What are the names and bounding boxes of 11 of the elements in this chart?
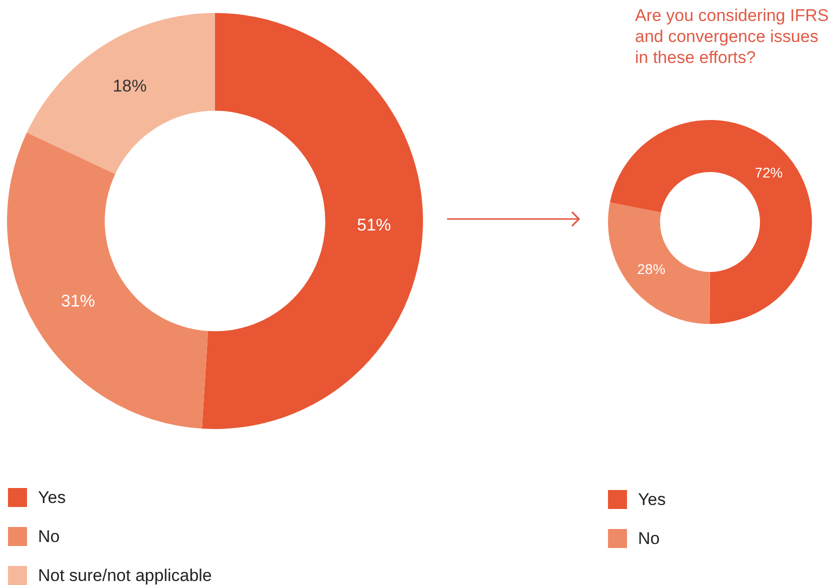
legend-label: Yes (638, 490, 666, 510)
data-label: 18% (112, 76, 147, 96)
legend-label: No (38, 526, 60, 546)
data-label: 51% (357, 216, 392, 235)
chart-title: Are you considering IFRS and convergence issues in these efforts? (635, 5, 828, 68)
legend-label: Yes (38, 488, 66, 508)
data-label: 28% (637, 261, 666, 278)
data-label: 31% (61, 292, 96, 311)
data-label: 72% (754, 164, 783, 181)
legend-label: Not sure/not applicable (38, 566, 212, 585)
legend-label: No (638, 528, 660, 548)
